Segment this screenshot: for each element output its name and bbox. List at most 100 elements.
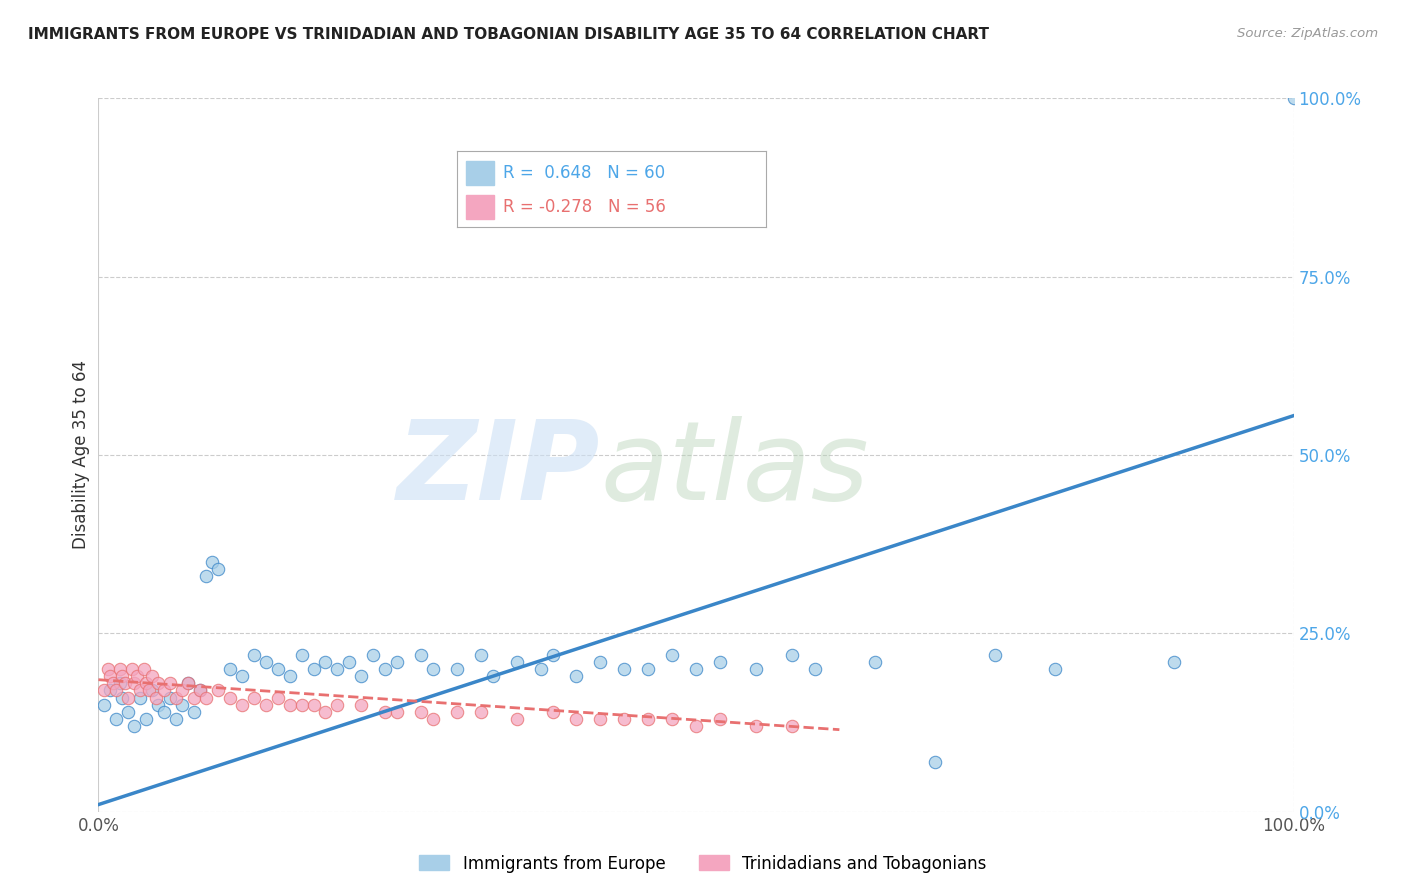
Point xyxy=(254,655,277,669)
Point xyxy=(411,705,433,719)
Point xyxy=(385,705,409,719)
Point xyxy=(97,662,120,676)
Point xyxy=(132,662,155,676)
Point xyxy=(188,683,211,698)
Point xyxy=(422,662,444,676)
Point xyxy=(350,669,373,683)
Point xyxy=(470,648,492,662)
Point xyxy=(374,662,396,676)
Y-axis label: Disability Age 35 to 64: Disability Age 35 to 64 xyxy=(72,360,90,549)
Point xyxy=(121,662,143,676)
Point xyxy=(177,676,200,690)
Point xyxy=(541,648,564,662)
Point xyxy=(105,712,128,726)
Point xyxy=(153,683,176,698)
Point xyxy=(1043,662,1066,676)
Point xyxy=(183,705,205,719)
Point xyxy=(111,690,134,705)
Text: IMMIGRANTS FROM EUROPE VS TRINIDADIAN AND TOBAGONIAN DISABILITY AGE 35 TO 64 COR: IMMIGRANTS FROM EUROPE VS TRINIDADIAN AN… xyxy=(28,27,988,42)
Point xyxy=(194,569,218,583)
Point xyxy=(446,705,468,719)
Bar xyxy=(467,161,494,185)
Point xyxy=(613,712,636,726)
Point xyxy=(302,698,325,712)
Point xyxy=(541,705,564,719)
Point xyxy=(780,719,803,733)
Point xyxy=(278,698,301,712)
Point xyxy=(709,655,731,669)
Point xyxy=(153,705,176,719)
Point xyxy=(302,662,325,676)
Point xyxy=(243,690,266,705)
Point xyxy=(254,698,277,712)
Point xyxy=(374,705,396,719)
Point xyxy=(565,712,588,726)
Point xyxy=(326,698,349,712)
Point xyxy=(291,648,314,662)
Point xyxy=(194,690,218,705)
Point xyxy=(207,683,229,698)
Point xyxy=(267,662,290,676)
Point xyxy=(129,690,152,705)
Point xyxy=(863,655,887,669)
Point xyxy=(129,683,152,698)
Point xyxy=(315,705,337,719)
Point xyxy=(141,669,163,683)
Point xyxy=(243,648,266,662)
Text: ZIP: ZIP xyxy=(396,416,600,523)
Text: Source: ZipAtlas.com: Source: ZipAtlas.com xyxy=(1237,27,1378,40)
Point xyxy=(138,683,160,698)
Point xyxy=(470,705,492,719)
Text: R =  0.648   N = 60: R = 0.648 N = 60 xyxy=(503,164,665,182)
Point xyxy=(637,662,659,676)
Point xyxy=(93,683,115,698)
Point xyxy=(148,676,170,690)
Point xyxy=(267,690,290,705)
Text: atlas: atlas xyxy=(600,416,869,523)
Point xyxy=(219,690,242,705)
Point xyxy=(446,662,468,676)
Point xyxy=(172,698,194,712)
Point xyxy=(114,676,136,690)
Point xyxy=(589,655,612,669)
Point xyxy=(709,712,731,726)
Point xyxy=(165,712,187,726)
Point xyxy=(506,655,529,669)
Point xyxy=(159,690,181,705)
Text: R = -0.278   N = 56: R = -0.278 N = 56 xyxy=(503,198,666,216)
Point xyxy=(745,662,768,676)
Point xyxy=(1163,655,1185,669)
Point xyxy=(350,698,373,712)
Point xyxy=(124,719,146,733)
Point xyxy=(326,662,349,676)
Point xyxy=(1282,91,1305,105)
Point xyxy=(661,648,683,662)
Point xyxy=(411,648,433,662)
Point xyxy=(231,698,253,712)
Point xyxy=(385,655,409,669)
Point xyxy=(145,690,167,705)
Point xyxy=(188,683,211,698)
Point xyxy=(101,676,124,690)
Point xyxy=(685,719,707,733)
Point xyxy=(165,690,187,705)
Point xyxy=(141,683,163,698)
Point xyxy=(613,662,636,676)
Point xyxy=(108,676,131,690)
Point xyxy=(529,662,551,676)
Point xyxy=(93,698,115,712)
Point xyxy=(117,705,139,719)
Point xyxy=(111,669,134,683)
Point xyxy=(315,655,337,669)
Point xyxy=(291,698,314,712)
Point xyxy=(506,712,529,726)
Point xyxy=(565,669,588,683)
Point xyxy=(98,683,122,698)
Point xyxy=(201,555,224,569)
Point xyxy=(219,662,242,676)
Point xyxy=(117,690,139,705)
Point xyxy=(924,755,946,769)
Point xyxy=(172,683,194,698)
Point xyxy=(339,655,360,669)
Point xyxy=(745,719,768,733)
